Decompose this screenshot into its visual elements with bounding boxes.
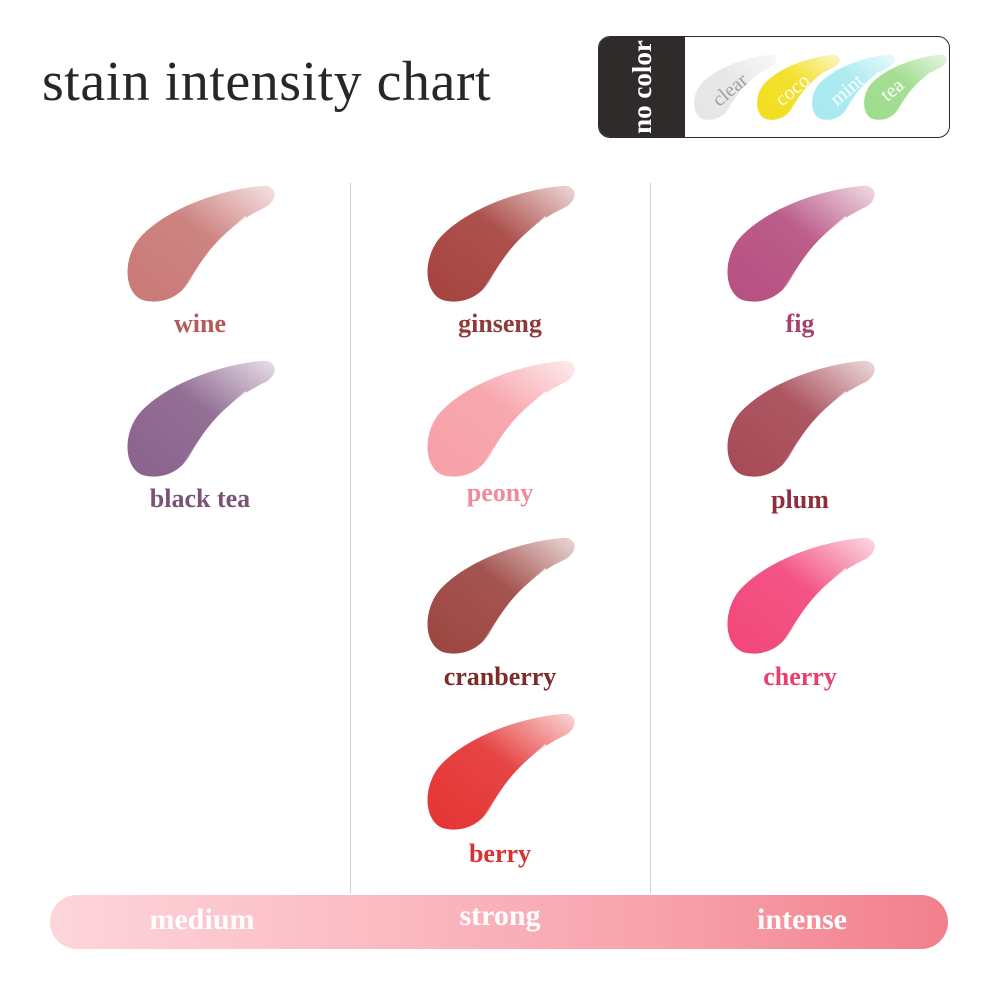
shade-label-cranberry: cranberry	[443, 662, 557, 691]
column-divider	[650, 183, 651, 893]
swatch-cranberry	[422, 532, 582, 662]
shade-label-black-tea: black tea	[149, 484, 251, 513]
shade-label-fig: fig	[785, 309, 815, 338]
swatch-shape	[427, 713, 575, 830]
no-color-heading: no color	[627, 40, 657, 134]
shade-label-peony: peony	[466, 478, 534, 507]
shade-label-berry: berry	[468, 839, 532, 868]
swatch-shape	[727, 360, 875, 477]
swatch-shape	[757, 54, 840, 120]
swatch-shape	[427, 537, 575, 654]
swatch-shape	[127, 360, 275, 477]
swatch-shape	[427, 185, 575, 302]
shade-label-ginseng: ginseng	[458, 309, 542, 338]
column-divider	[350, 183, 351, 893]
no-color-heading-panel: no color	[599, 37, 685, 137]
legend-swatch-tea: tea	[861, 49, 949, 127]
shade-label-cherry: cherry	[763, 662, 837, 691]
swatch-peony	[422, 355, 582, 485]
swatch-plum	[722, 355, 882, 485]
swatch-fig	[722, 180, 882, 310]
swatch-shape	[727, 185, 875, 302]
page-title: stain intensity chart	[42, 51, 492, 113]
swatch-shape	[694, 54, 777, 120]
swatch-shape	[127, 185, 275, 302]
shade-label-plum: plum	[771, 485, 829, 514]
legend-swatch-coco: coco	[754, 49, 844, 127]
no-color-legend: no color clear coco mint tea	[598, 36, 950, 138]
swatch-berry	[422, 708, 582, 838]
legend-swatch-mint: mint	[809, 49, 899, 127]
shade-label-wine: wine	[174, 309, 226, 338]
swatch-cherry	[722, 532, 882, 662]
legend-swatch-clear: clear	[691, 49, 781, 127]
swatch-shape	[864, 54, 947, 120]
swatch-ginseng	[422, 180, 582, 310]
intensity-scale-bar: medium strong intense	[50, 895, 948, 949]
swatch-black-tea	[122, 355, 282, 485]
swatch-shape	[727, 537, 875, 654]
swatch-shape	[427, 360, 575, 477]
scale-label-intense: intense	[757, 903, 847, 936]
scale-label-strong: strong	[459, 899, 541, 932]
swatch-shape	[812, 54, 895, 120]
swatch-wine	[122, 180, 282, 310]
scale-label-medium: medium	[149, 903, 255, 936]
